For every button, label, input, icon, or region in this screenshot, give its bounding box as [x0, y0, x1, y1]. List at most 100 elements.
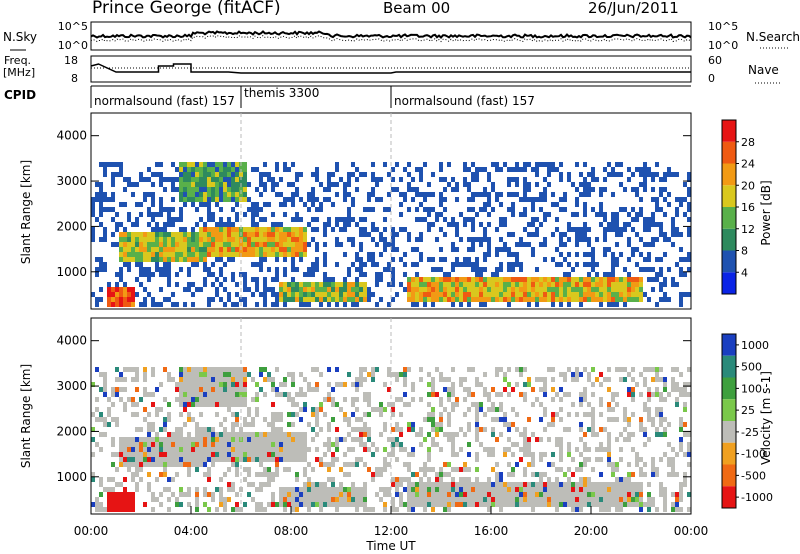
velocity-cell [487, 392, 491, 397]
velocity-cell [491, 497, 495, 502]
velocity-cell [199, 457, 203, 462]
power-cell [283, 162, 287, 167]
power-cell [211, 272, 215, 277]
velocity-cell [243, 422, 247, 427]
velocity-cell [223, 402, 227, 407]
power-colorbar-swatch [722, 272, 736, 294]
power-cell [111, 292, 115, 297]
velocity-cell [435, 497, 439, 502]
power-cell [199, 187, 203, 192]
power-cell [335, 262, 339, 267]
power-cell [619, 207, 623, 212]
power-cell [623, 207, 627, 212]
power-cell [263, 227, 267, 232]
power-cell [187, 167, 191, 172]
velocity-cell [407, 497, 411, 502]
velocity-cell [167, 412, 171, 417]
velocity-cell [179, 382, 183, 387]
velocity-cell [251, 437, 255, 442]
power-cell [199, 202, 203, 207]
velocity-cell [215, 437, 219, 442]
power-cell [299, 247, 303, 252]
velocity-cell [207, 437, 211, 442]
power-cell [615, 222, 619, 227]
power-cell [167, 212, 171, 217]
power-cell [335, 292, 339, 297]
power-cell [383, 247, 387, 252]
power-cell [571, 227, 575, 232]
power-cell [219, 232, 223, 237]
power-cell [483, 232, 487, 237]
velocity-cell [663, 377, 667, 382]
velocity-cell [131, 492, 135, 497]
power-cell [435, 237, 439, 242]
power-cell [111, 297, 115, 302]
velocity-cell [439, 402, 443, 407]
velocity-cell [579, 482, 583, 487]
velocity-cell [127, 492, 131, 497]
power-cell [371, 207, 375, 212]
power-cell [359, 257, 363, 262]
power-cell [611, 172, 615, 177]
power-cell [687, 177, 691, 182]
velocity-cell [555, 442, 559, 447]
velocity-cell [195, 432, 199, 437]
velocity-cell [227, 457, 231, 462]
velocity-cell [211, 372, 215, 377]
power-cell [207, 212, 211, 217]
power-cell [439, 247, 443, 252]
power-cell [403, 192, 407, 197]
power-cell [163, 227, 167, 232]
power-cell [267, 232, 271, 237]
power-cell [467, 247, 471, 252]
power-cell [235, 202, 239, 207]
power-cell [435, 287, 439, 292]
velocity-cell [619, 487, 623, 492]
velocity-cell [591, 367, 595, 372]
power-cell [155, 232, 159, 237]
power-cell [671, 217, 675, 222]
velocity-cell [435, 502, 439, 507]
power-cell [263, 247, 267, 252]
power-cell [275, 267, 279, 272]
power-cell [187, 282, 191, 287]
power-cell [143, 252, 147, 257]
velocity-cell [219, 502, 223, 507]
power-cell [575, 297, 579, 302]
velocity-cell [143, 392, 147, 397]
power-cell [611, 282, 615, 287]
power-cell [299, 172, 303, 177]
velocity-cell [287, 447, 291, 452]
power-cell [147, 177, 151, 182]
power-cell [475, 272, 479, 277]
velocity-cell [651, 462, 655, 467]
freq-tick-top: 18 [64, 54, 78, 67]
velocity-cell [399, 372, 403, 377]
velocity-cell [495, 407, 499, 412]
velocity-cell [263, 457, 267, 462]
power-cell [663, 292, 667, 297]
power-cell [171, 247, 175, 252]
velocity-cell [639, 427, 643, 432]
velocity-cell [235, 462, 239, 467]
velocity-cell [175, 382, 179, 387]
velocity-cell [139, 467, 143, 472]
velocity-cell [315, 492, 319, 497]
power-cell [607, 222, 611, 227]
power-cell [119, 277, 123, 282]
y-tick-label: 1000 [56, 265, 87, 279]
velocity-cell [107, 397, 111, 402]
velocity-cell [111, 497, 115, 502]
power-cell [679, 302, 683, 307]
velocity-cell [559, 457, 563, 462]
power-cell [575, 262, 579, 267]
velocity-cell [195, 402, 199, 407]
velocity-cell [383, 462, 387, 467]
velocity-cell [347, 497, 351, 502]
power-cell [159, 302, 163, 307]
velocity-cell [487, 397, 491, 402]
power-cell [511, 282, 515, 287]
power-cell [655, 202, 659, 207]
power-cell [427, 292, 431, 297]
velocity-cell [303, 467, 307, 472]
